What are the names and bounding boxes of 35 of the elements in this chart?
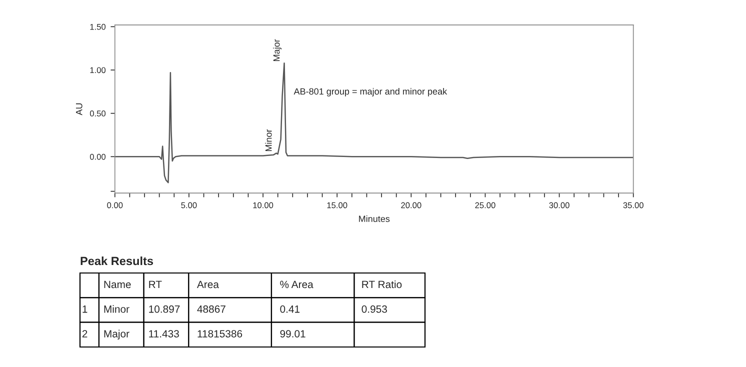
- annotation: AB-801 group = major and minor peak: [294, 88, 448, 96]
- x-axis-title: Minutes: [359, 215, 390, 222]
- text: 99.01: [280, 330, 306, 338]
- text: 0.41: [280, 305, 300, 313]
- x-tick-label: 10.00: [253, 202, 274, 208]
- text: 0.953: [362, 305, 387, 313]
- text: 11815386: [198, 330, 242, 338]
- text: RT Ratio: [362, 280, 402, 288]
- text: % Area: [280, 280, 314, 288]
- x-tick-label: 35.00: [623, 202, 644, 208]
- text: 1: [82, 306, 88, 313]
- x-tick-label: 15.00: [327, 202, 348, 208]
- y-tick-label: 0.00: [90, 154, 106, 160]
- y-tick-label: 1.50: [90, 24, 106, 30]
- text: 10.897: [149, 305, 180, 313]
- x-tick-label: 25.00: [475, 202, 496, 208]
- text: 48867: [197, 305, 226, 313]
- text: Peak Results: [80, 256, 154, 266]
- x-tick-label: 0.00: [107, 202, 123, 208]
- text: Minor: [104, 305, 130, 313]
- text: 2: [82, 330, 88, 338]
- annotation: Minor: [265, 129, 272, 152]
- x-tick-label: 5.00: [181, 202, 197, 208]
- y-axis-title: AU: [76, 103, 82, 116]
- line-series: [114, 62, 634, 184]
- x-tick-label: 30.00: [549, 202, 570, 208]
- text: Area: [196, 280, 219, 288]
- x-tick-label: 20.00: [401, 202, 422, 208]
- annotation: Major: [273, 39, 282, 61]
- text: RT: [149, 280, 162, 288]
- text: Name: [104, 280, 131, 288]
- text: Major: [104, 330, 130, 340]
- y-tick-label: 0.50: [90, 110, 106, 116]
- text: 11.433: [149, 330, 179, 338]
- y-tick-label: 1.00: [90, 67, 106, 74]
